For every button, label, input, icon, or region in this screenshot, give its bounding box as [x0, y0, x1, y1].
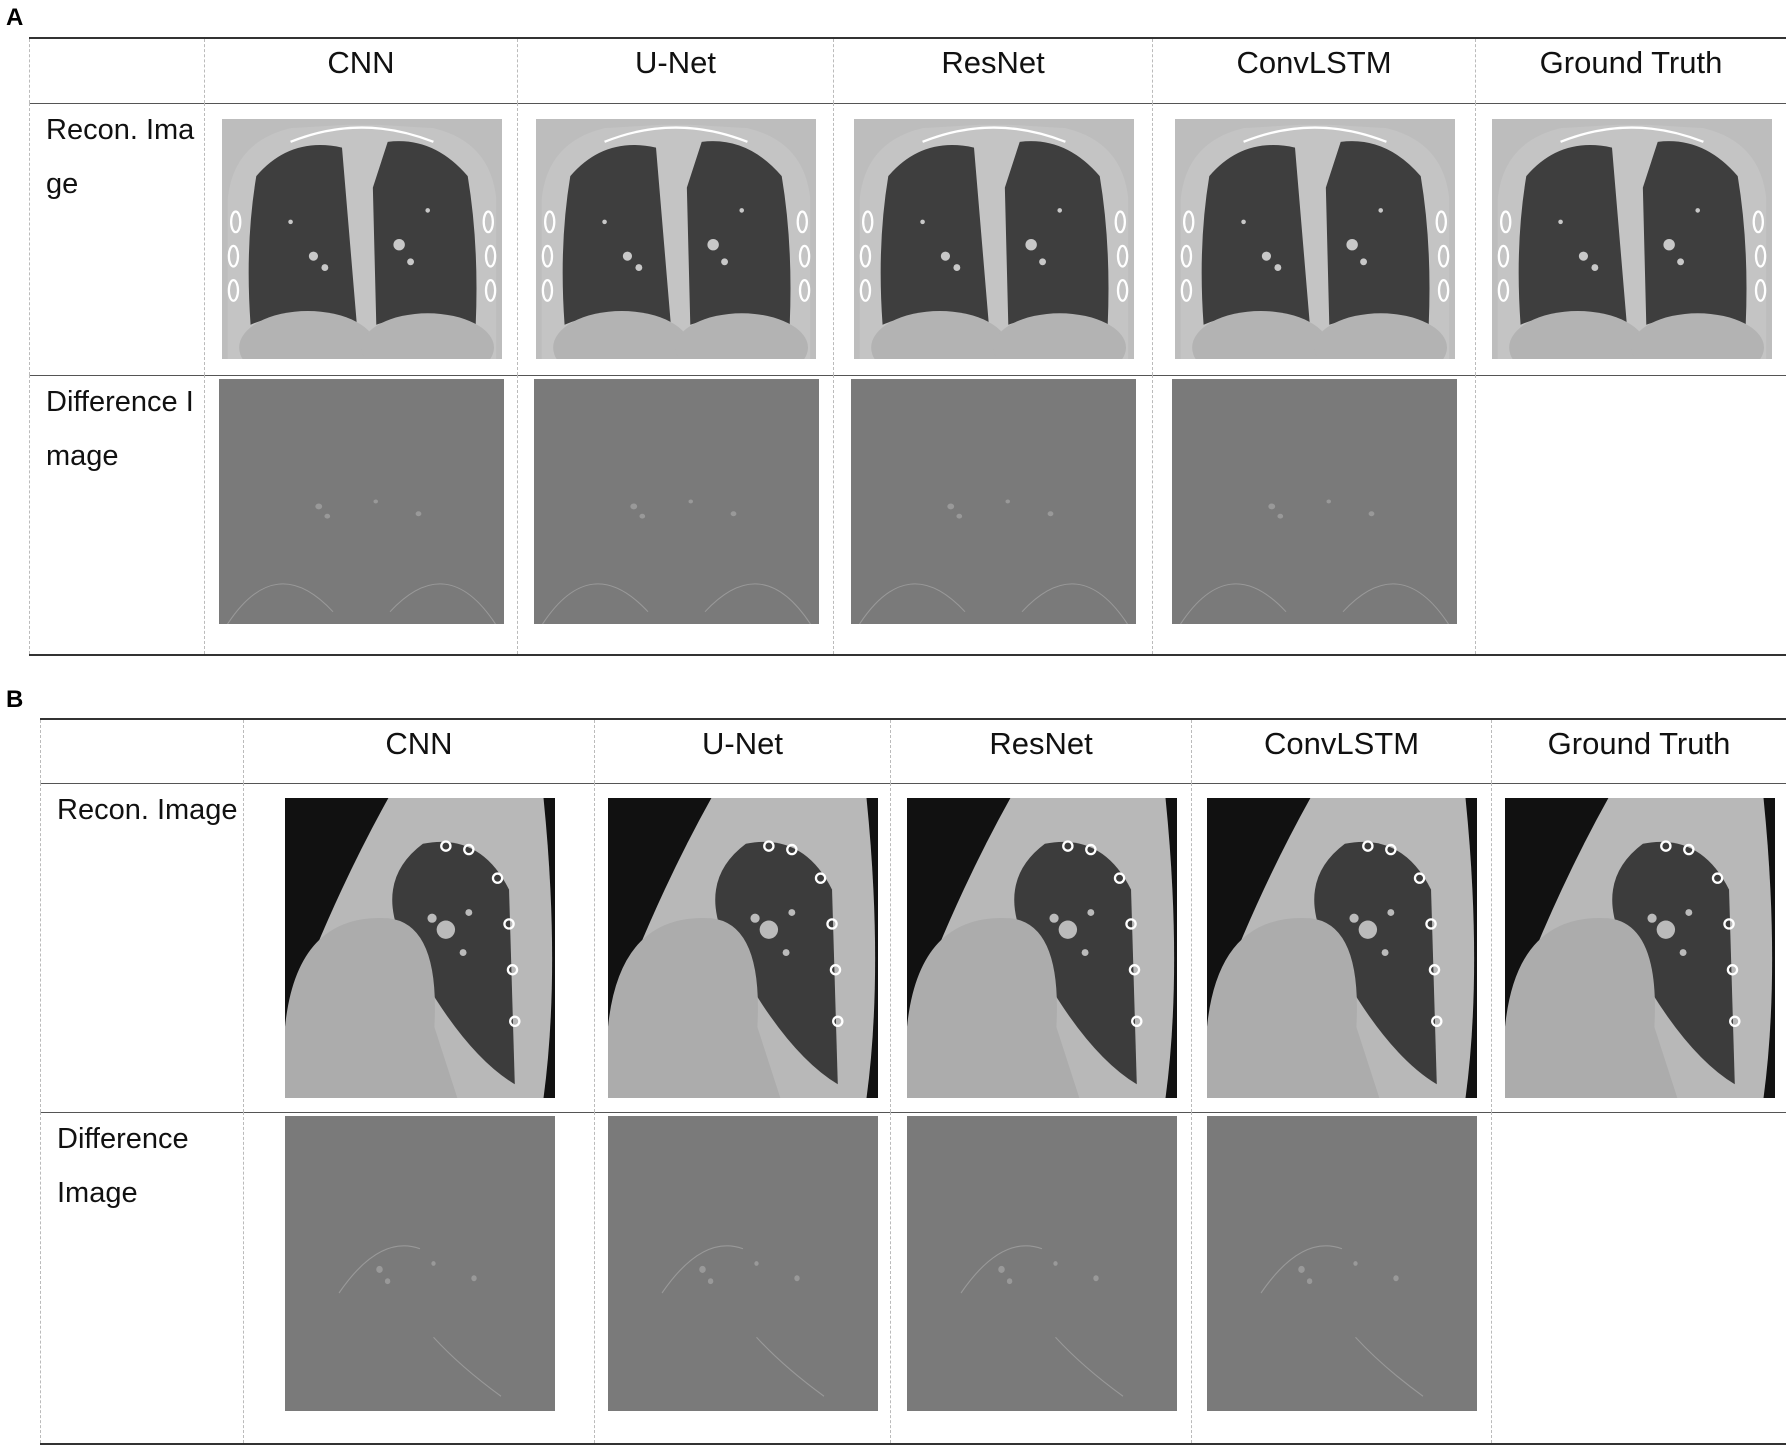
column-header: ConvLSTM — [1263, 726, 1420, 761]
row-label: Difference Image — [46, 386, 194, 472]
column-header: ConvLSTM — [1236, 45, 1392, 80]
table-cell: Ground Truth — [1491, 720, 1786, 783]
panel-label: A — [6, 4, 24, 31]
column-header: CNN — [385, 726, 453, 761]
row-label: Difference Image — [57, 1123, 189, 1209]
table-cell — [1152, 103, 1475, 375]
table-cell — [594, 783, 890, 1112]
column-header: Ground Truth — [1547, 726, 1731, 761]
difference-image — [284, 1116, 555, 1411]
table-cell — [1475, 103, 1786, 375]
ct-image — [1504, 797, 1775, 1098]
table-cell — [29, 39, 204, 103]
table-cell: U-Net — [594, 720, 890, 783]
table-cell: Difference Image — [40, 1112, 243, 1443]
row-label: Recon. Image — [57, 794, 238, 826]
table-cell — [890, 1112, 1191, 1443]
table-cell — [1491, 1112, 1786, 1443]
table-cell — [833, 103, 1152, 375]
table: CNN U-Net ResNet ConvLSTM Ground Truth Recon.… — [40, 718, 1786, 1445]
column-header: U-Net — [635, 45, 716, 80]
difference-image — [906, 1116, 1177, 1411]
header-row: CNN U-Net ResNet ConvLSTM Ground Truth — [29, 39, 1786, 104]
table-cell: U-Net — [517, 39, 833, 103]
table-cell: Ground Truth — [1475, 39, 1786, 103]
table: CNN U-Net ResNet ConvLSTM Ground Truth Recon.… — [29, 37, 1786, 656]
table-row: Recon. Image — [40, 783, 1786, 1113]
difference-image — [1207, 1116, 1477, 1411]
table-cell — [40, 720, 243, 783]
panel-label: B — [6, 686, 24, 713]
table-cell — [1152, 375, 1475, 654]
table-cell — [594, 1112, 890, 1443]
ct-image — [284, 797, 555, 1098]
table-cell: ResNet — [890, 720, 1191, 783]
table-cell — [890, 783, 1191, 1112]
table-cell — [243, 1112, 594, 1443]
table-cell — [204, 103, 517, 375]
header-row: CNN U-Net ResNet ConvLSTM Ground Truth — [40, 720, 1786, 784]
table-cell: Difference Image — [29, 375, 204, 654]
column-header: ResNet — [989, 726, 1093, 761]
table-cell — [243, 783, 594, 1112]
table-cell — [833, 375, 1152, 654]
difference-image — [851, 379, 1136, 624]
ct-image — [906, 797, 1177, 1098]
table-cell — [204, 375, 517, 654]
table-row: Recon. Image — [29, 103, 1786, 376]
column-header: Ground Truth — [1539, 45, 1723, 80]
difference-image — [608, 1116, 878, 1411]
ct-image — [608, 797, 878, 1098]
difference-image — [219, 379, 504, 624]
row-label: Recon. Image — [46, 114, 195, 200]
ct-image — [1174, 119, 1455, 359]
table-cell — [1491, 783, 1786, 1112]
difference-image — [1172, 379, 1457, 624]
table-cell — [1475, 375, 1786, 654]
ct-image — [221, 119, 502, 359]
table-row: Difference Image — [29, 375, 1786, 654]
table-cell: ResNet — [833, 39, 1152, 103]
ct-image — [1491, 119, 1772, 359]
table-cell: Recon. Image — [29, 103, 204, 375]
table-row: Difference Image — [40, 1112, 1786, 1443]
table-cell — [1191, 1112, 1491, 1443]
table-cell: Recon. Image — [40, 783, 243, 1112]
table-cell — [1191, 783, 1491, 1112]
ct-image — [853, 119, 1134, 359]
table-cell — [517, 375, 833, 654]
table-cell: CNN — [204, 39, 517, 103]
column-header: ResNet — [941, 45, 1045, 80]
column-header: CNN — [327, 45, 395, 80]
table-cell: CNN — [243, 720, 594, 783]
difference-image — [533, 379, 819, 624]
ct-image — [536, 119, 816, 359]
ct-image — [1207, 797, 1477, 1098]
table-cell: ConvLSTM — [1191, 720, 1491, 783]
column-header: U-Net — [702, 726, 783, 761]
table-cell: ConvLSTM — [1152, 39, 1475, 103]
table-cell — [517, 103, 833, 375]
